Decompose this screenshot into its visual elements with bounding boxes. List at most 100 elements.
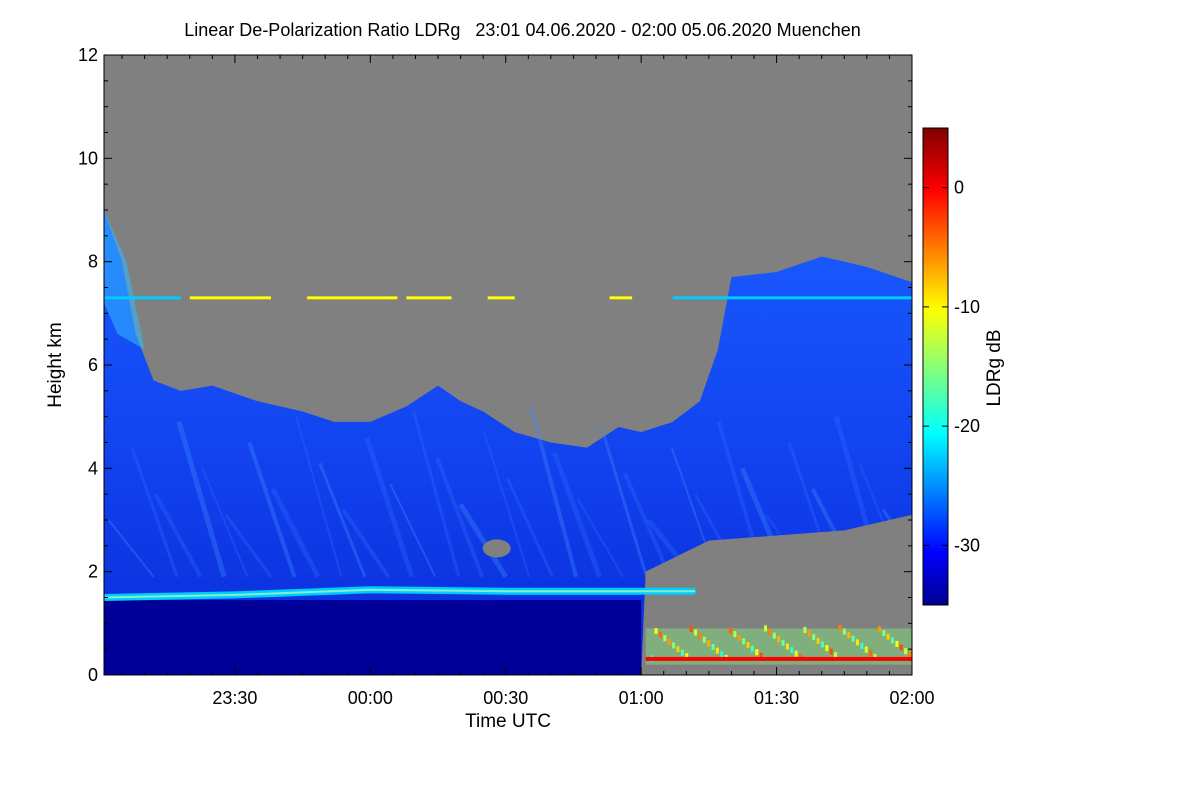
fall-streak [529, 405, 579, 578]
echo-speck [729, 627, 733, 634]
echo-speck [842, 628, 846, 635]
fall-streak [107, 519, 155, 578]
residual-layer-core [104, 588, 696, 599]
echo-speck [658, 631, 662, 638]
echo-speck [715, 647, 719, 654]
colorbar-tick-label: 0 [954, 178, 964, 198]
y-tick-label: 8 [88, 252, 98, 272]
enhanced-layer-segment [487, 296, 515, 300]
echo-speck [882, 630, 886, 637]
echo-speck [781, 639, 785, 646]
fall-streak [176, 421, 227, 578]
fall-streak [412, 411, 461, 578]
fall-streak [577, 498, 624, 578]
x-tick-label: 01:00 [619, 688, 664, 708]
colorbar-axis: 0 -10 -20 -30 [923, 178, 980, 555]
colorbar [922, 127, 949, 606]
fall-streak [623, 472, 672, 578]
echo-speck [873, 653, 877, 660]
fall-streak [224, 513, 273, 578]
fall-streak [130, 447, 179, 578]
fall-streak [318, 462, 367, 578]
y-tick-label: 4 [88, 458, 98, 478]
fall-streak [552, 451, 602, 578]
echo-speck [794, 650, 798, 657]
echo-speck [755, 649, 759, 656]
echo-speck [869, 650, 873, 657]
echo-speck [711, 644, 715, 650]
echo-speck [851, 635, 855, 642]
y-axis-label: Height km [45, 322, 66, 408]
echo-speck [672, 642, 676, 649]
enhanced-layer-segment [609, 296, 633, 300]
fall-streak [247, 441, 297, 578]
echo-speck [764, 625, 768, 632]
y-tick-label: 0 [88, 665, 98, 685]
echo-speck [847, 632, 851, 639]
echo-speck [654, 627, 658, 634]
fall-streak [458, 503, 508, 579]
cirrus-patch [104, 210, 145, 350]
echo-speck [777, 636, 781, 643]
echo-speck [908, 651, 912, 658]
y-tick-label: 6 [88, 355, 98, 375]
echo-speck [737, 634, 741, 641]
colorbar-tick-label: -10 [954, 297, 980, 317]
echo-speck [790, 647, 794, 654]
echo-speck [733, 631, 737, 638]
echo-speck [891, 637, 895, 644]
echo-speck [693, 629, 697, 636]
fall-streak [201, 467, 249, 578]
echo-speck [825, 645, 829, 652]
cloud-gap [482, 539, 511, 558]
y-tick-label: 12 [78, 45, 98, 65]
echo-speck [834, 652, 838, 659]
echo-speck [742, 638, 746, 645]
fall-streak [341, 508, 391, 578]
echo-speck [895, 640, 899, 647]
echo-speck [855, 639, 859, 646]
colorbar-label: LDRg dB [984, 329, 1005, 406]
echo-speck [768, 629, 772, 636]
echo-speck [720, 651, 724, 658]
y-tick-label: 10 [78, 148, 98, 168]
echo-speck [838, 624, 842, 631]
echo-speck [707, 640, 711, 647]
x-tick-label: 01:30 [754, 688, 799, 708]
echo-speck [702, 636, 706, 643]
echo-speck [812, 634, 816, 641]
echo-speck [820, 641, 824, 648]
echo-speck [750, 645, 754, 652]
echo-speck [803, 626, 807, 633]
fall-streak [364, 436, 415, 578]
fall-streak [153, 493, 203, 578]
echo-speck [886, 633, 890, 640]
enhanced-layer-segment [189, 296, 272, 300]
x-tick-label: 00:30 [483, 688, 528, 708]
colorbar-tick-label: -20 [954, 416, 980, 436]
fall-streak [506, 478, 555, 578]
fall-streak [270, 487, 321, 578]
echo-speck [676, 646, 680, 653]
echo-speck [864, 646, 868, 653]
boundary-layer [104, 600, 642, 675]
echo-speck [680, 649, 684, 656]
axes: 0 2 4 6 8 10 12 23:30 00:00 00:30 01:00 01:30 02:00 [78, 45, 935, 708]
echo-speck [663, 635, 667, 642]
colorbar-tick-label: -30 [954, 535, 980, 555]
echo-speck [899, 644, 903, 651]
fall-streak [600, 426, 649, 578]
echo-speck [685, 653, 689, 660]
enhanced-layer-segment [104, 296, 181, 300]
enhanced-layer-segment [406, 296, 452, 300]
echo-speck [772, 632, 776, 639]
x-tick-label: 23:30 [212, 688, 257, 708]
y-tick-label: 2 [88, 562, 98, 582]
chart-title: Linear De-Polarization Ratio LDRg 23:01 … [184, 20, 861, 40]
echo-speck [698, 633, 702, 640]
echo-speck [689, 625, 693, 632]
echo-speck [667, 638, 671, 645]
echo-speck [746, 641, 750, 648]
enhanced-layer-segment [307, 296, 398, 300]
